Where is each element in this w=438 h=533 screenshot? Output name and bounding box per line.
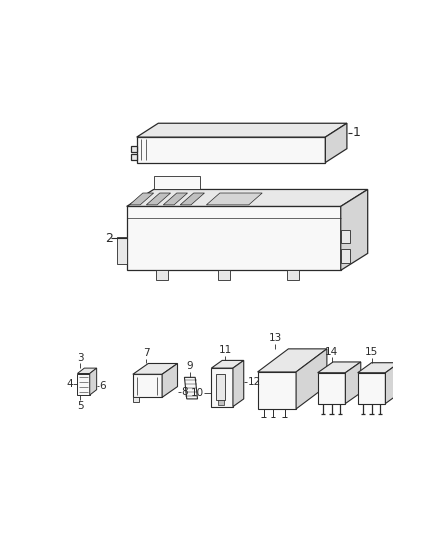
Polygon shape xyxy=(133,398,139,402)
Polygon shape xyxy=(78,374,90,395)
Polygon shape xyxy=(218,270,230,280)
Polygon shape xyxy=(385,363,399,403)
Text: 10: 10 xyxy=(191,388,204,398)
Text: 13: 13 xyxy=(268,334,282,343)
Polygon shape xyxy=(346,362,361,403)
Polygon shape xyxy=(137,137,325,163)
Polygon shape xyxy=(131,154,137,160)
Text: 14: 14 xyxy=(325,346,338,357)
Polygon shape xyxy=(287,270,299,280)
Polygon shape xyxy=(206,193,262,205)
Polygon shape xyxy=(212,360,244,368)
Polygon shape xyxy=(325,123,347,163)
Polygon shape xyxy=(90,368,97,395)
Polygon shape xyxy=(184,377,198,399)
Polygon shape xyxy=(133,374,162,398)
Bar xyxy=(218,400,224,405)
Polygon shape xyxy=(296,349,327,409)
Polygon shape xyxy=(162,364,177,398)
Polygon shape xyxy=(137,123,347,137)
Text: 3: 3 xyxy=(77,353,84,363)
Polygon shape xyxy=(258,372,296,409)
Text: 12: 12 xyxy=(247,377,261,386)
Polygon shape xyxy=(341,189,367,270)
Polygon shape xyxy=(156,270,168,280)
Bar xyxy=(216,374,225,400)
Polygon shape xyxy=(212,368,233,407)
Polygon shape xyxy=(154,175,200,189)
Text: 6: 6 xyxy=(100,382,106,391)
Polygon shape xyxy=(358,363,399,373)
Text: 7: 7 xyxy=(143,348,149,358)
Polygon shape xyxy=(318,362,361,373)
Polygon shape xyxy=(233,360,244,407)
Polygon shape xyxy=(163,193,187,205)
Polygon shape xyxy=(341,249,350,263)
Polygon shape xyxy=(133,364,177,374)
Polygon shape xyxy=(341,230,350,244)
Polygon shape xyxy=(78,368,97,374)
Text: 5: 5 xyxy=(77,401,84,411)
Text: 4: 4 xyxy=(67,379,73,389)
Polygon shape xyxy=(358,373,385,403)
Text: 2: 2 xyxy=(105,232,113,245)
Polygon shape xyxy=(131,146,137,152)
Text: 8: 8 xyxy=(181,386,188,397)
Polygon shape xyxy=(129,193,154,205)
Polygon shape xyxy=(117,237,127,264)
Polygon shape xyxy=(180,193,205,205)
Polygon shape xyxy=(258,349,327,372)
Text: 9: 9 xyxy=(187,361,193,371)
Text: 15: 15 xyxy=(365,348,378,357)
Polygon shape xyxy=(318,373,346,403)
Text: 1: 1 xyxy=(353,126,361,140)
Text: 11: 11 xyxy=(219,345,232,355)
Polygon shape xyxy=(127,206,341,270)
Polygon shape xyxy=(146,193,170,205)
Polygon shape xyxy=(127,189,367,206)
